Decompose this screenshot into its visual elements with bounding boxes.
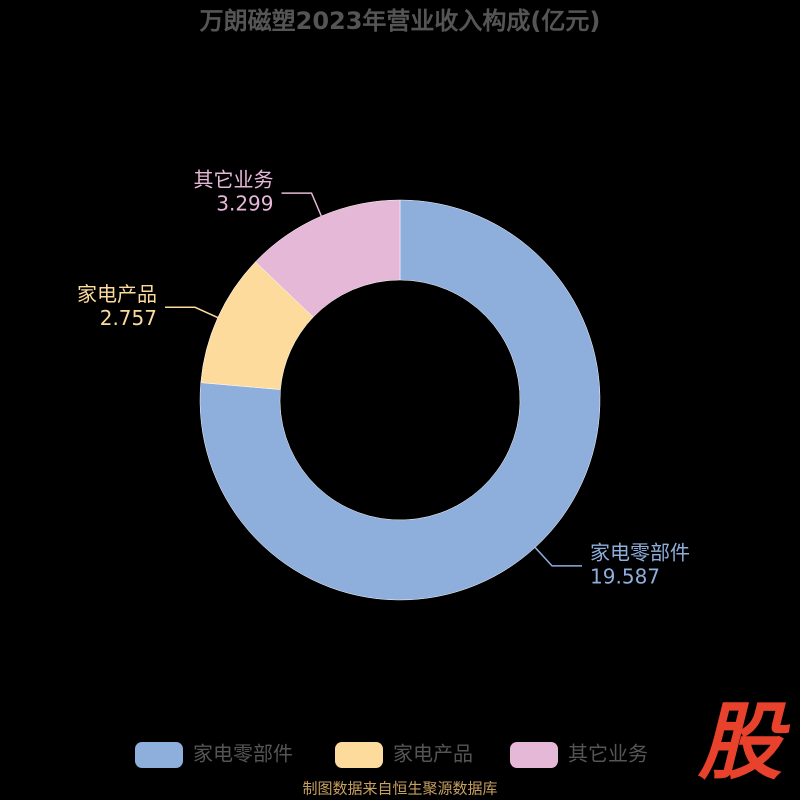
slice-value: 19.587 [590, 564, 660, 588]
leader-line [164, 306, 219, 319]
slice-value: 3.299 [216, 192, 273, 216]
donut-slice [199, 199, 601, 601]
donut-slice [255, 199, 401, 318]
slice-label: 其它业务 [194, 168, 274, 192]
leader-line [281, 192, 323, 217]
slice-label: 家电产品 [77, 282, 157, 306]
slice-value: 2.757 [100, 306, 157, 330]
source-note: 制图数据来自恒生聚源数据库 [302, 780, 497, 798]
logo: 股 [697, 693, 791, 791]
legend-swatch [510, 742, 558, 768]
slice-label: 家电零部件 [590, 540, 690, 564]
legend-swatch [335, 742, 383, 768]
legend-label: 家电零部件 [193, 742, 293, 766]
leader-line [534, 546, 583, 567]
legend-label: 家电产品 [393, 742, 473, 766]
legend-swatch [135, 742, 183, 768]
chart-title: 万朗磁塑2023年营业收入构成(亿元) [200, 7, 601, 35]
legend-label: 其它业务 [568, 742, 648, 766]
